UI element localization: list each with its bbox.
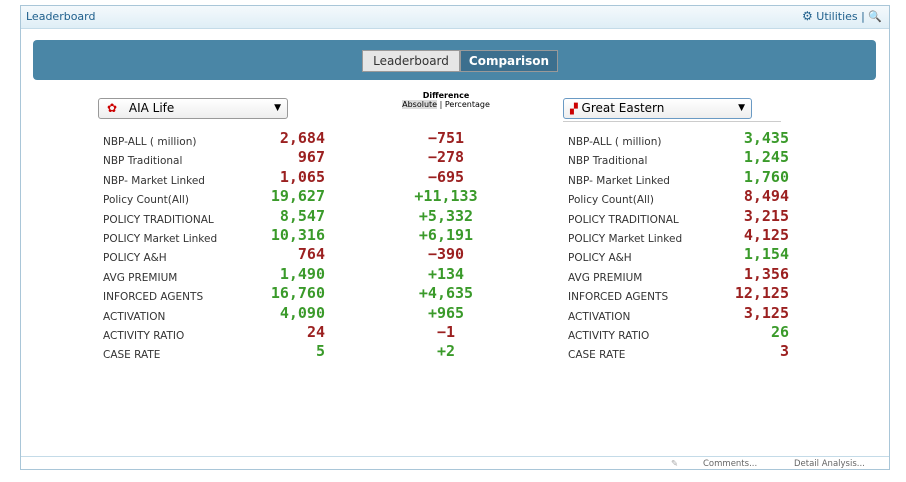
- difference: Difference Absolute | Percentage: [381, 91, 511, 109]
- difference-value: +11,133: [414, 187, 478, 206]
- tab[interactable]: Leaderboard: [362, 50, 460, 72]
- metric-label: POLICY Market Linked: [103, 233, 218, 245]
- header: Leaderboard ⚙ Utilities | 🔍: [21, 6, 889, 29]
- left-value: 4,090: [279, 303, 325, 322]
- left-value: 19,627: [270, 187, 325, 206]
- footer: ✎ Comments... Detail Analysis...: [21, 456, 889, 470]
- metric-label: NBP-ALL ( million): [568, 136, 662, 148]
- difference-value: +4,635: [418, 284, 474, 303]
- right-value: 1,154: [743, 245, 789, 264]
- metric-label: POLICY A&H: [568, 252, 632, 265]
- metric-label: NBP-ALL ( million): [103, 136, 197, 148]
- right-value: 8,494: [743, 187, 789, 206]
- left-value: 10,316: [270, 226, 325, 244]
- left-value: 1,065: [279, 167, 325, 186]
- metric-label: NBP- Market Linked: [103, 174, 205, 187]
- right-value: 3: [779, 342, 789, 361]
- tab-active[interactable]: Comparison: [460, 50, 558, 72]
- metric-label: CASE RATE: [103, 349, 161, 362]
- metric-label: POLICY TRADITIONAL: [568, 213, 679, 226]
- metric-label: INFORCED AGENTS: [103, 291, 204, 304]
- right-company[interactable]: Great Eastern: [581, 101, 665, 115]
- difference-title: Difference: [422, 91, 470, 100]
- metric-label: NBP Traditional: [103, 155, 183, 168]
- left-value: 2,684: [279, 129, 325, 147]
- metric-label: NBP- Market Linked: [568, 174, 670, 187]
- right-value: 26: [770, 323, 789, 341]
- metric-label: NBP Traditional: [568, 155, 648, 168]
- right-value: 1,760: [743, 167, 789, 186]
- metric-label: POLICY TRADITIONAL: [103, 213, 214, 226]
- left-dropdown[interactable]: ✿ AIA Life ▼: [98, 98, 288, 119]
- metric-label: ACTIVITY RATIO: [103, 330, 185, 342]
- difference-value: +2: [436, 342, 456, 361]
- difference-value: −695: [427, 167, 465, 186]
- utilities-label[interactable]: Utilities: [816, 10, 858, 23]
- metric-label: INFORCED AGENTS: [568, 291, 669, 304]
- metric-label: POLICY A&H: [103, 252, 167, 265]
- left-value: 16,760: [270, 284, 325, 303]
- difference-value: −390: [427, 245, 465, 264]
- metric-label: AVG PREMIUM: [568, 271, 643, 284]
- panel: Leaderboard ⚙ Utilities | 🔍 Leaderboard …: [20, 5, 890, 470]
- header-title: Leaderboard: [26, 10, 96, 23]
- metric-label: Policy Count(All): [568, 194, 654, 207]
- footer-link[interactable]: Detail Analysis...: [794, 459, 865, 469]
- metric-label: POLICY Market Linked: [568, 233, 683, 245]
- difference-value: +134: [427, 264, 465, 283]
- right-dropdown[interactable]: ▞ Great Eastern ▼: [563, 98, 752, 119]
- difference-value: +6,191: [418, 226, 474, 244]
- right-value: 3,435: [743, 129, 789, 147]
- right-value: 4,125: [743, 226, 789, 244]
- difference-value: −1: [436, 323, 456, 341]
- difference-value: +965: [427, 303, 465, 322]
- left-value: 1,490: [279, 264, 325, 283]
- right-value: 1,245: [743, 148, 789, 167]
- left-value: 8,547: [279, 206, 325, 225]
- option[interactable]: Percentage: [444, 100, 490, 109]
- left-value: 5: [315, 342, 325, 361]
- utilities[interactable]: ⚙ Utilities | 🔍: [802, 9, 883, 23]
- left-company[interactable]: AIA Life: [128, 101, 175, 115]
- option[interactable]: Absolute: [402, 100, 438, 109]
- left-value: 764: [297, 245, 325, 264]
- right-value: 12,125: [734, 284, 789, 303]
- difference-value: +5,332: [418, 206, 474, 225]
- metric-label: CASE RATE: [568, 349, 626, 362]
- metric-label: ACTIVATION: [103, 310, 166, 323]
- metric-label: AVG PREMIUM: [103, 271, 178, 284]
- metric-label: ACTIVITY RATIO: [568, 330, 650, 342]
- metric-label: Policy Count(All): [103, 194, 189, 207]
- left-value: 24: [306, 323, 325, 341]
- right-value: 1,356: [743, 264, 789, 283]
- right-value: 3,125: [743, 303, 789, 322]
- difference-value: −278: [427, 148, 465, 167]
- left-value: 967: [297, 148, 325, 167]
- right-value: 3,215: [743, 206, 789, 225]
- tab-bar: Leaderboard Comparison: [33, 40, 876, 80]
- metric-label: ACTIVATION: [568, 310, 631, 323]
- difference-value: −751: [427, 129, 465, 147]
- divider: [563, 121, 781, 122]
- footer-link[interactable]: Comments...: [703, 459, 758, 469]
